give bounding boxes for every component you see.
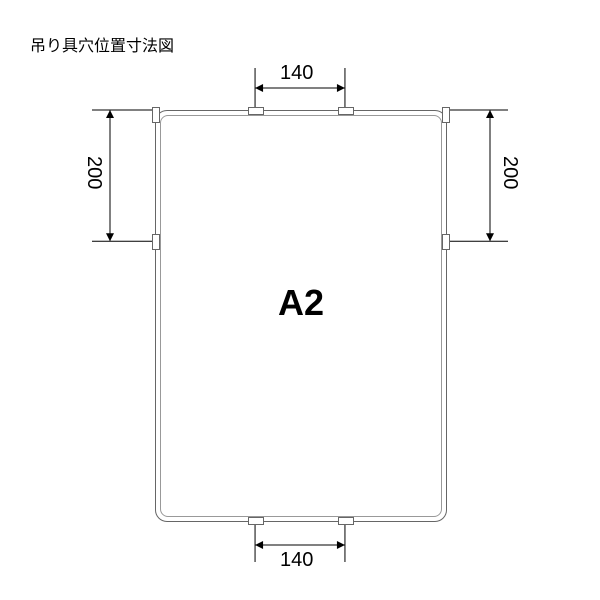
dimension-label-top: 140 xyxy=(280,62,313,85)
mounting-hole xyxy=(338,517,354,525)
mounting-hole xyxy=(248,517,264,525)
mounting-hole xyxy=(152,234,160,250)
dimension-label-bottom: 140 xyxy=(280,549,313,572)
paper-size-label: A2 xyxy=(278,282,324,324)
mounting-hole xyxy=(442,234,450,250)
dimension-label-left: 200 xyxy=(82,156,105,189)
dimension-label-right: 200 xyxy=(498,156,521,189)
mounting-hole xyxy=(248,107,264,115)
mounting-hole xyxy=(442,107,450,123)
mounting-hole xyxy=(152,107,160,123)
mounting-hole xyxy=(338,107,354,115)
